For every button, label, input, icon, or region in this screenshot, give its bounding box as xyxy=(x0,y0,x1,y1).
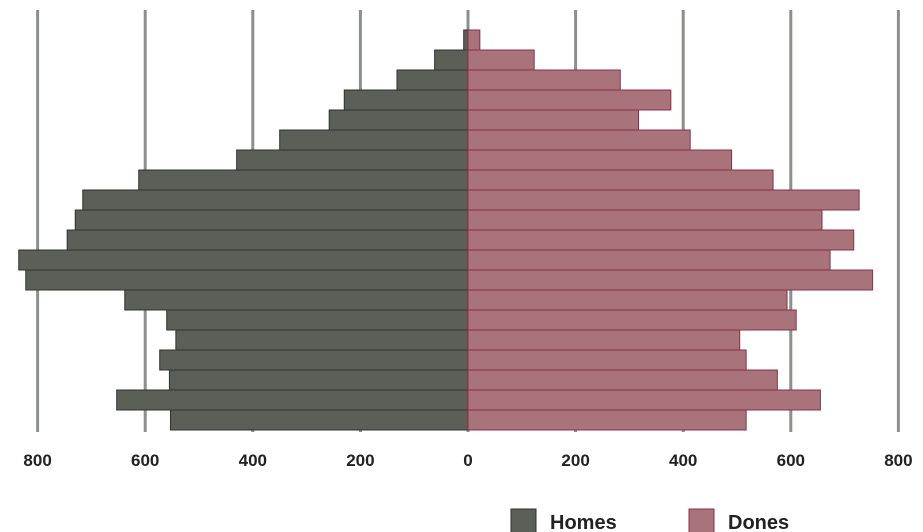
x-tick-label: 200 xyxy=(561,451,589,470)
bar-homes xyxy=(236,149,469,171)
bar-homes xyxy=(328,109,469,131)
bar-homes xyxy=(175,329,469,351)
bar-homes xyxy=(124,289,469,311)
x-tick-label: 400 xyxy=(669,451,697,470)
bar-homes xyxy=(159,349,469,371)
bar-dones xyxy=(467,109,640,131)
legend-swatch-dones xyxy=(688,508,715,532)
bar-homes xyxy=(169,409,469,431)
bar-homes xyxy=(74,209,469,231)
bar-dones xyxy=(467,149,733,171)
x-tick-label: 400 xyxy=(239,451,267,470)
bar-dones xyxy=(467,29,481,51)
bar-homes xyxy=(82,189,469,211)
legend: Homes Dones xyxy=(510,508,789,532)
bar-homes xyxy=(168,369,469,391)
bar-dones xyxy=(467,129,691,151)
bar-dones xyxy=(467,309,797,331)
bar-homes xyxy=(18,249,469,271)
x-tick-label: 0 xyxy=(463,451,472,470)
bar-homes xyxy=(25,269,469,291)
bar-dones xyxy=(467,349,747,371)
bar-homes xyxy=(116,389,469,411)
bar-dones xyxy=(467,49,535,71)
dones-bars xyxy=(467,29,874,431)
bar-dones xyxy=(467,229,855,251)
bar-dones xyxy=(467,409,747,431)
bar-dones xyxy=(467,189,860,211)
legend-label-homes: Homes xyxy=(550,512,617,532)
bar-homes xyxy=(396,69,469,91)
bar-dones xyxy=(467,209,823,231)
bar-homes xyxy=(279,129,469,151)
bar-dones xyxy=(467,89,672,111)
bar-dones xyxy=(467,169,774,191)
legend-label-dones: Dones xyxy=(728,512,789,532)
x-tick-label: 600 xyxy=(131,451,159,470)
bar-homes xyxy=(434,49,469,71)
bar-dones xyxy=(467,69,621,91)
legend-swatch-homes xyxy=(510,508,537,532)
bar-dones xyxy=(467,329,741,351)
bar-homes xyxy=(138,169,469,191)
bar-dones xyxy=(467,369,778,391)
bar-dones xyxy=(467,249,831,271)
homes-bars xyxy=(18,29,469,431)
x-tick-label: 600 xyxy=(777,451,805,470)
bar-homes xyxy=(66,229,469,251)
x-tick-label: 800 xyxy=(23,451,51,470)
bar-dones xyxy=(467,289,788,311)
x-axis-tick-labels: 800 600 400 200 0 200 400 600 800 xyxy=(23,451,912,470)
bar-dones xyxy=(467,389,821,411)
bar-homes xyxy=(463,29,469,51)
bar-homes xyxy=(343,89,469,111)
bar-homes xyxy=(166,309,469,331)
x-tick-label: 200 xyxy=(346,451,374,470)
x-tick-label: 800 xyxy=(884,451,912,470)
bar-dones xyxy=(467,269,874,291)
